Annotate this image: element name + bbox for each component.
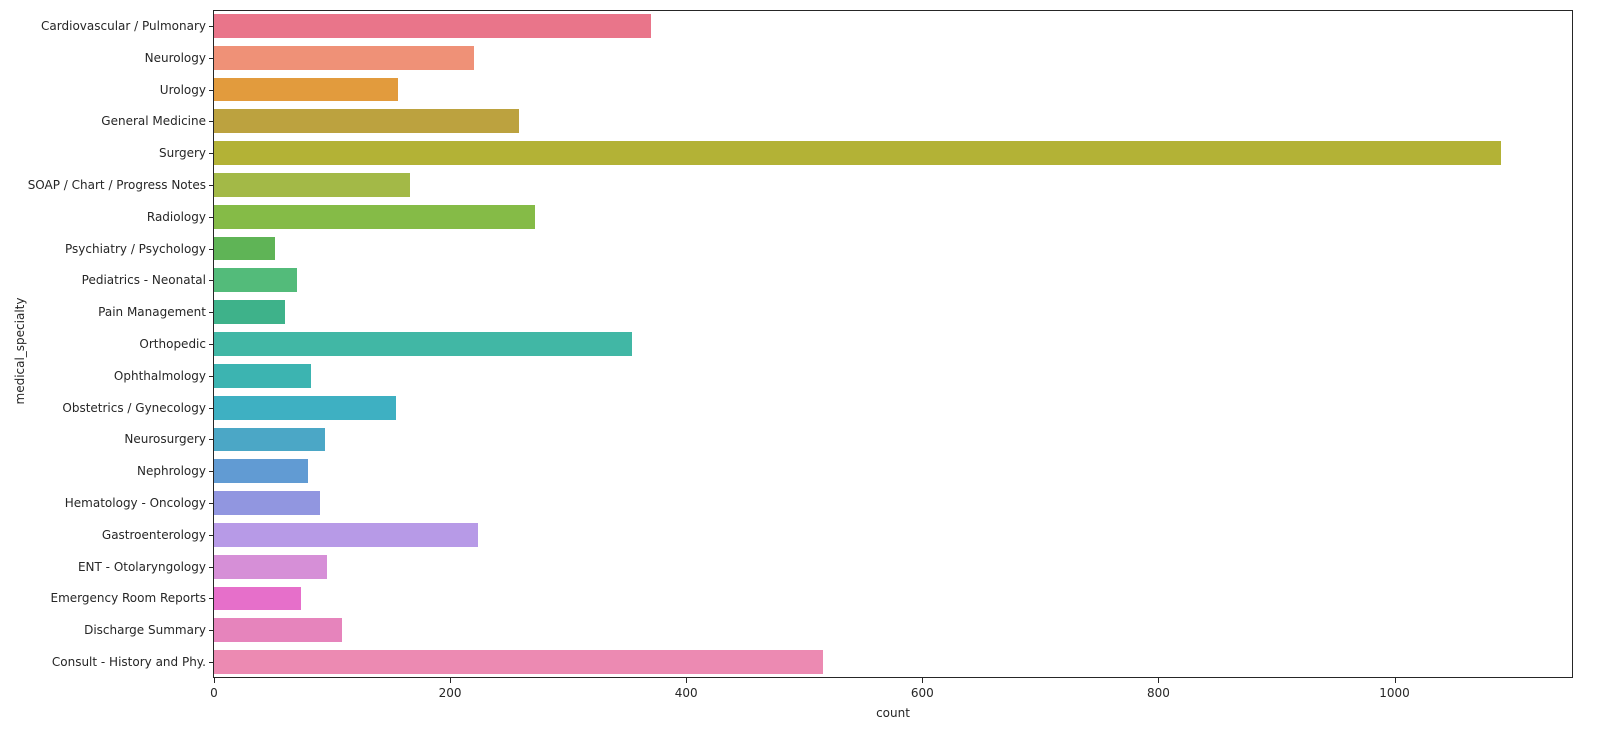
y-tick-mark: [209, 185, 214, 186]
x-tick-label: 800: [1147, 686, 1170, 700]
y-tick-label: Cardiovascular / Pulmonary: [41, 20, 214, 32]
y-tick-mark: [209, 58, 214, 59]
x-tick-label: 1000: [1379, 686, 1410, 700]
chart-figure: 0 200 400 600 800 1000 Cardiovascular / Pulmo…: [0, 0, 1600, 737]
y-axis-label: medical_specialty: [13, 298, 27, 405]
y-tick-mark: [209, 280, 214, 281]
y-tick-mark: [209, 249, 214, 250]
x-tick-mark: [214, 678, 215, 683]
y-tick-mark: [209, 535, 214, 536]
y-tick-label: Pain Management: [98, 306, 214, 318]
y-tick-mark: [209, 376, 214, 377]
x-tick-label: 600: [911, 686, 934, 700]
y-tick-label: Consult - History and Phy.: [52, 656, 214, 668]
y-tick-label: Discharge Summary: [84, 624, 214, 636]
y-tick-label: Psychiatry / Psychology: [65, 243, 214, 255]
y-tick-label: Ophthalmology: [114, 370, 214, 382]
y-tick-mark: [209, 630, 214, 631]
y-tick-label: Orthopedic: [139, 338, 214, 350]
y-tick-mark: [209, 217, 214, 218]
x-tick-label: 0: [210, 686, 218, 700]
y-tick-mark: [209, 312, 214, 313]
y-tick-label: Obstetrics / Gynecology: [62, 402, 214, 414]
y-tick-mark: [209, 471, 214, 472]
x-tick-label: 400: [675, 686, 698, 700]
y-tick-mark: [209, 503, 214, 504]
y-tick-mark: [209, 439, 214, 440]
y-tick-label: Hematology - Oncology: [65, 497, 214, 509]
x-tick-mark: [1158, 678, 1159, 683]
y-tick-label: SOAP / Chart / Progress Notes: [28, 179, 214, 191]
x-tick-label: 200: [439, 686, 462, 700]
y-tick-label: General Medicine: [101, 115, 214, 127]
y-tick-mark: [209, 408, 214, 409]
y-tick-mark: [209, 662, 214, 663]
x-axis-label: count: [876, 706, 910, 720]
plot-area: 02004006008001000 Cardiovascular / Pulmo…: [213, 10, 1573, 678]
y-tick-label: Nephrology: [137, 465, 214, 477]
yticks-wrap: Cardiovascular / PulmonaryNeurologyUrolo…: [214, 10, 1573, 677]
y-tick-label: Gastroenterology: [102, 529, 214, 541]
y-tick-label: Emergency Room Reports: [50, 592, 214, 604]
y-tick-label: Radiology: [147, 211, 214, 223]
x-tick-mark: [922, 678, 923, 683]
y-tick-mark: [209, 344, 214, 345]
y-tick-mark: [209, 598, 214, 599]
y-tick-mark: [209, 121, 214, 122]
y-tick-mark: [209, 26, 214, 27]
y-tick-label: ENT - Otolaryngology: [78, 561, 214, 573]
x-tick-mark: [686, 678, 687, 683]
x-tick-mark: [1395, 678, 1396, 683]
y-tick-label: Pediatrics - Neonatal: [82, 274, 214, 286]
y-tick-mark: [209, 567, 214, 568]
y-tick-label: Neurosurgery: [124, 433, 214, 445]
y-tick-mark: [209, 153, 214, 154]
y-tick-mark: [209, 90, 214, 91]
y-tick-label: Urology: [160, 84, 214, 96]
y-tick-label: Surgery: [159, 147, 214, 159]
x-tick-mark: [450, 678, 451, 683]
y-tick-label: Neurology: [145, 52, 214, 64]
